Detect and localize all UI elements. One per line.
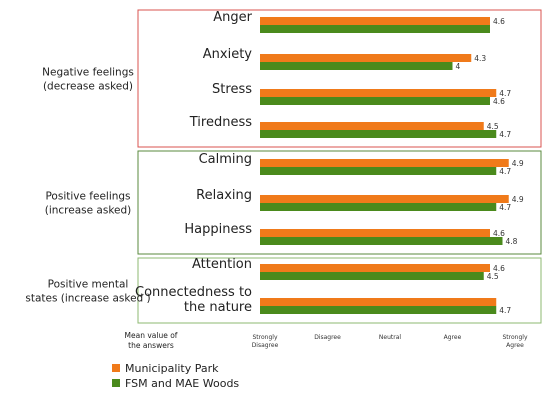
- bar-fsm-mae-woods: [260, 272, 484, 280]
- data-label: 4.7: [499, 306, 511, 315]
- data-label: 4.6: [493, 17, 505, 26]
- x-tick-label: Agree: [444, 334, 462, 341]
- data-label: 4.7: [499, 89, 511, 98]
- bar-municipality-park: [260, 159, 509, 167]
- category-label: Anxiety: [203, 47, 253, 62]
- data-label: 4.8: [506, 237, 518, 246]
- data-label: 4: [456, 62, 461, 71]
- category-label: Stress: [212, 82, 252, 97]
- bar-municipality-park: [260, 195, 509, 203]
- bar-fsm-mae-woods: [260, 203, 497, 211]
- group-label: Positive feelings: [45, 191, 130, 203]
- x-tick-label: Disagree: [314, 334, 341, 341]
- bar-fsm-mae-woods: [260, 25, 490, 33]
- category-label: the nature: [184, 300, 252, 315]
- group-box: [137, 150, 542, 255]
- group-box: [137, 9, 542, 148]
- group-label: (increase asked): [45, 205, 132, 217]
- group-box: [137, 257, 542, 324]
- group-label: (decrease asked): [43, 81, 133, 93]
- legend-swatch: [112, 364, 120, 372]
- category-label: Anger: [213, 10, 252, 25]
- bar-municipality-park: [260, 229, 490, 237]
- bar-municipality-park: [260, 89, 497, 97]
- bar-municipality-park: [260, 264, 490, 272]
- bar-municipality-park: [260, 122, 484, 130]
- bar-municipality-park: [260, 298, 497, 306]
- category-label: Happiness: [184, 222, 252, 237]
- data-label: 4.7: [499, 167, 511, 176]
- bar-fsm-mae-woods: [260, 306, 497, 314]
- data-label: 4.5: [487, 272, 499, 281]
- data-label: 4.7: [499, 203, 511, 212]
- x-tick-label: Strongly: [253, 334, 278, 341]
- data-label: 4.6: [493, 229, 505, 238]
- data-label: 4.6: [493, 97, 505, 106]
- x-tick-label: Strongly: [503, 334, 528, 341]
- x-axis-caption: the answers: [128, 341, 174, 350]
- legend-label: Municipality Park: [125, 362, 219, 375]
- data-label: 4.6: [493, 264, 505, 273]
- x-axis-caption: Mean value of: [125, 331, 178, 340]
- data-label: 4.9: [512, 195, 524, 204]
- category-label: Tiredness: [189, 115, 252, 130]
- data-label: 4.9: [512, 159, 524, 168]
- category-label: Connectedness to: [135, 285, 252, 300]
- bar-fsm-mae-woods: [260, 130, 497, 138]
- legend-swatch: [112, 379, 120, 387]
- category-label: Attention: [192, 257, 252, 272]
- bar-municipality-park: [260, 54, 472, 62]
- x-tick-label: Disagree: [252, 342, 279, 349]
- legend-label: FSM and MAE Woods: [125, 377, 239, 390]
- group-label: Positive mental: [48, 279, 129, 291]
- category-label: Calming: [199, 152, 252, 167]
- bar-fsm-mae-woods: [260, 62, 453, 70]
- bar-municipality-park: [260, 17, 490, 25]
- data-label: 4.3: [474, 54, 486, 63]
- category-label: Relaxing: [196, 188, 252, 203]
- group-label: Negative feelings: [42, 67, 134, 79]
- x-tick-label: Agree: [506, 342, 524, 349]
- bar-fsm-mae-woods: [260, 237, 503, 245]
- bar-fsm-mae-woods: [260, 97, 490, 105]
- data-label: 4.5: [487, 122, 499, 131]
- x-tick-label: Neutral: [379, 334, 401, 341]
- data-label: 4.7: [499, 130, 511, 139]
- bar-fsm-mae-woods: [260, 167, 497, 175]
- group-label: states (increase asked ): [25, 293, 150, 305]
